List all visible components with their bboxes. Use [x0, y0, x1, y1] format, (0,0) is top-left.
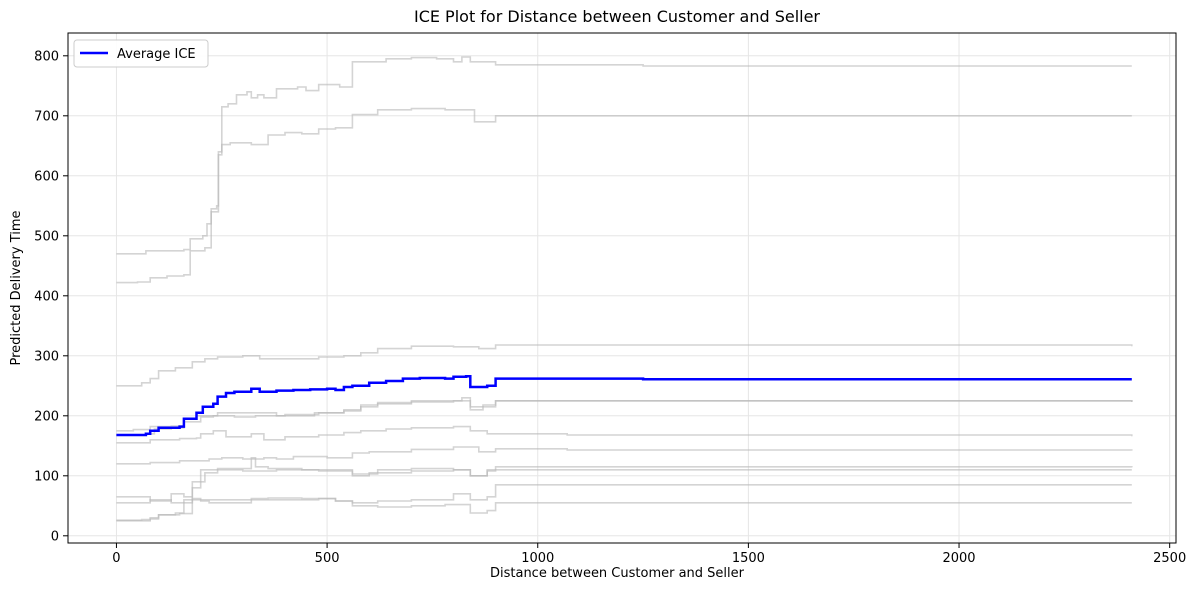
x-tick-label: 1500	[732, 551, 765, 566]
x-tick-label: 500	[315, 551, 340, 566]
x-axis-ticks: 0 500 1000 1500 2000 2500	[112, 543, 1186, 566]
ice-line	[116, 497, 1132, 514]
x-axis-label: Distance between Customer and Seller	[490, 566, 745, 581]
y-tick-label: 300	[34, 349, 59, 364]
ice-line	[116, 425, 1133, 444]
ice-line	[116, 56, 1132, 255]
y-tick-label: 600	[34, 169, 59, 184]
y-axis-label: Predicted Delivery Time	[9, 210, 24, 365]
y-tick-label: 0	[51, 529, 59, 544]
ice-line	[116, 467, 1132, 502]
x-tick-label: 2500	[1153, 551, 1186, 566]
legend-label-average-ice: Average ICE	[117, 47, 196, 62]
y-tick-label: 200	[34, 409, 59, 424]
ice-line	[116, 344, 1133, 387]
y-axis-ticks: 0 100 200 300 400 500 600 700 800	[34, 49, 68, 544]
ice-line	[116, 400, 1133, 432]
chart-title: ICE Plot for Distance between Customer a…	[414, 7, 820, 26]
x-tick-label: 0	[112, 551, 120, 566]
y-tick-label: 400	[34, 289, 59, 304]
legend: Average ICE	[73, 39, 209, 68]
plot-frame	[67, 32, 1177, 544]
average-ice-line	[116, 374, 1132, 437]
y-tick-label: 500	[34, 229, 59, 244]
x-tick-label: 2000	[942, 551, 975, 566]
x-tick-label: 1000	[521, 551, 554, 566]
ice-line	[116, 446, 1133, 465]
y-tick-label: 100	[34, 469, 59, 484]
legend-box	[73, 39, 209, 68]
y-tick-label: 800	[34, 49, 59, 64]
ice-line	[116, 107, 1132, 284]
average-ice	[116, 374, 1132, 437]
y-tick-label: 700	[34, 109, 59, 124]
